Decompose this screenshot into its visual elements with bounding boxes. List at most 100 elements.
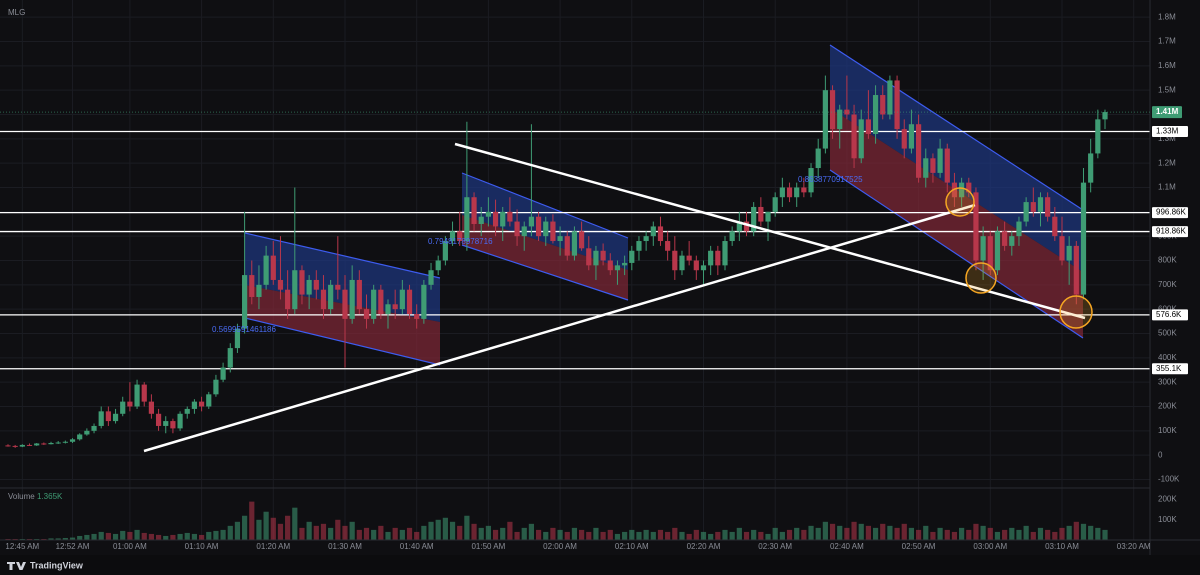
- candle-body: [535, 216, 542, 237]
- candle-body: [471, 197, 477, 224]
- channel-edge: [829, 169, 1084, 339]
- volume-bar: [887, 525, 893, 540]
- volume-bar: [399, 529, 405, 540]
- volume-tick-label: 200K: [1158, 495, 1177, 504]
- candle-body: [98, 411, 104, 426]
- candle-body: [77, 434, 83, 440]
- candle-body: [485, 211, 491, 217]
- x-tick-label: 02:50 AM: [902, 542, 936, 551]
- candle-body: [299, 270, 305, 295]
- volume-bar: [206, 531, 212, 540]
- last-price-label: 1.41M: [1156, 107, 1179, 116]
- candle-body: [600, 250, 606, 261]
- candle-body: [1088, 153, 1094, 183]
- candle-body: [442, 241, 448, 261]
- candle-body: [342, 289, 348, 319]
- candle-body: [672, 250, 678, 271]
- candle-body: [1080, 182, 1087, 295]
- candle-body: [155, 413, 162, 426]
- candle-body: [134, 384, 140, 407]
- candle-body: [1045, 197, 1051, 217]
- volume-bar: [191, 533, 198, 540]
- candle-body: [865, 119, 871, 134]
- candle-body: [141, 384, 147, 402]
- channel-lower: [830, 108, 1083, 338]
- volume-bar: [177, 533, 183, 540]
- volume-bar: [966, 529, 972, 540]
- volume-bar: [306, 521, 312, 540]
- volume-bar: [959, 527, 965, 540]
- candle-body: [872, 95, 879, 134]
- volume-bar: [55, 538, 61, 540]
- volume-bar: [277, 523, 284, 540]
- volume-bar: [629, 529, 635, 540]
- volume-bar: [263, 511, 269, 540]
- candle-body: [120, 401, 126, 414]
- volume-bar: [12, 538, 18, 540]
- volume-bar: [349, 521, 355, 540]
- volume-bar: [249, 501, 255, 540]
- volume-bar: [829, 523, 836, 540]
- candle-body: [679, 255, 685, 271]
- volume-bar: [220, 529, 226, 540]
- volume-bar: [528, 523, 535, 540]
- candle-body: [277, 279, 284, 290]
- volume-bar: [579, 529, 585, 540]
- volume-bar: [758, 531, 764, 540]
- volume-bar: [858, 523, 864, 540]
- volume-bar: [930, 531, 936, 540]
- volume-bar: [994, 531, 1001, 540]
- y-tick-label: 1.5M: [1158, 85, 1176, 94]
- candle-body: [263, 255, 269, 285]
- channel-upper: [462, 173, 628, 270]
- channel-edge: [829, 44, 1084, 211]
- y-tick-label: 1.2M: [1158, 158, 1176, 167]
- channel-edge: [244, 317, 441, 366]
- volume-bar: [155, 534, 162, 540]
- volume-bar: [1073, 521, 1079, 540]
- volume-bar: [320, 523, 327, 540]
- volume-bar: [564, 531, 570, 540]
- candle-body: [851, 114, 857, 159]
- candle-body: [794, 187, 800, 198]
- candle-body: [743, 221, 750, 232]
- candle-body: [26, 444, 33, 446]
- volume-bar: [98, 531, 104, 540]
- volume-bar: [335, 519, 341, 540]
- candle-body: [406, 289, 413, 315]
- volume-bar: [872, 527, 879, 540]
- candle-body: [371, 289, 377, 319]
- volume-bar: [313, 525, 319, 540]
- volume-bar: [442, 517, 448, 540]
- volume-bar: [672, 527, 678, 540]
- volume-bar: [650, 531, 656, 540]
- candle-body: [328, 284, 334, 310]
- candle-body: [528, 216, 535, 227]
- volume-bar: [91, 533, 97, 540]
- candle-body: [62, 441, 68, 443]
- candle-body: [306, 279, 312, 295]
- volume-bar: [127, 531, 133, 540]
- y-tick-label: 200K: [1158, 402, 1177, 411]
- candle-body: [320, 289, 327, 310]
- volume-bar: [356, 529, 362, 540]
- candle-body: [91, 425, 97, 431]
- candle-body: [858, 119, 864, 159]
- volume-bar: [980, 525, 986, 540]
- candle-body: [607, 260, 613, 271]
- volume-bar: [421, 525, 427, 540]
- volume-bar: [865, 525, 871, 540]
- volume-bar: [378, 525, 384, 540]
- fib-label: 0.7948178978716: [428, 237, 493, 246]
- candle-body: [564, 236, 570, 256]
- y-tick-label: 1.3M: [1158, 134, 1176, 143]
- volume-bar: [299, 527, 305, 540]
- candle-body: [923, 158, 929, 178]
- highlight-circle: [965, 262, 997, 294]
- level-label: 1.33M: [1156, 127, 1179, 136]
- volume-bar: [363, 527, 370, 540]
- candle-body: [285, 289, 291, 310]
- candle-body: [579, 231, 585, 249]
- volume-bar: [1066, 525, 1072, 540]
- candle-body: [593, 250, 599, 266]
